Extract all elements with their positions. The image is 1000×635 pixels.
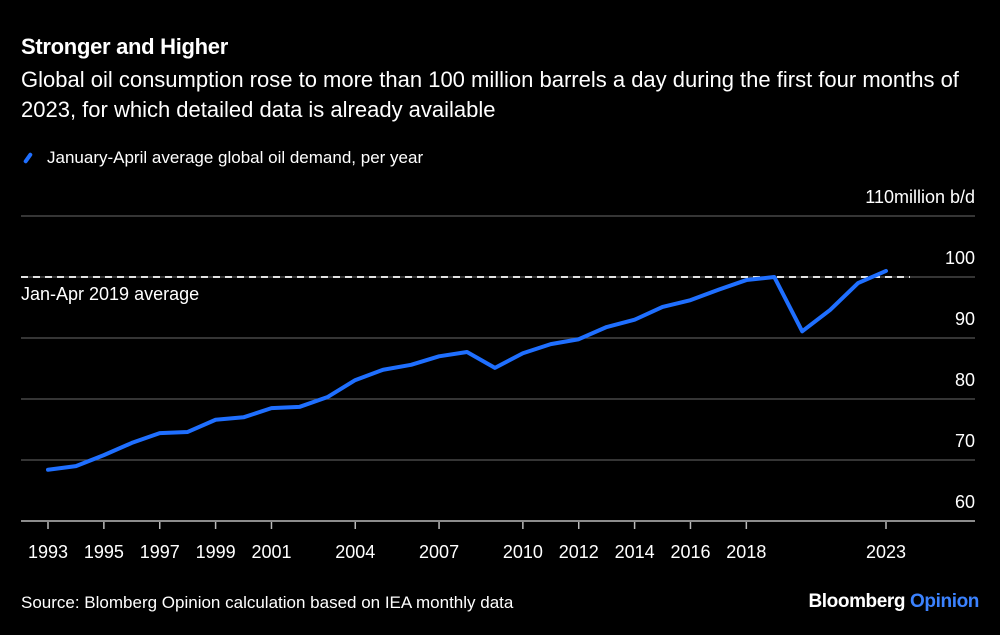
x-tick-label: 2018	[726, 542, 766, 562]
x-tick-label: 1999	[196, 542, 236, 562]
y-tick-label: 110million b/d	[865, 187, 975, 207]
x-tick-label: 1995	[84, 542, 124, 562]
y-tick-label: 70	[955, 431, 975, 451]
legend: January-April average global oil demand,…	[22, 148, 423, 168]
x-tick-label: 2016	[670, 542, 710, 562]
y-tick-label: 100	[945, 248, 975, 268]
legend-label: January-April average global oil demand,…	[47, 148, 424, 167]
y-tick-label: 80	[955, 370, 975, 390]
x-tick-label: 1993	[28, 542, 68, 562]
x-tick-label: 2001	[251, 542, 291, 562]
chart-subtitle: Global oil consumption rose to more than…	[21, 67, 959, 122]
x-tick-label: 2004	[335, 542, 375, 562]
x-tick-label: 1997	[140, 542, 180, 562]
x-tick-label: 2023	[866, 542, 906, 562]
chart-title: Stronger and Higher	[21, 34, 228, 59]
x-tick-label: 2014	[615, 542, 655, 562]
x-tick-label: 2012	[559, 542, 599, 562]
reference-line-label: Jan-Apr 2019 average	[21, 284, 199, 304]
source-note: Source: Blomberg Opinion calculation bas…	[21, 593, 514, 612]
y-tick-label: 60	[955, 492, 975, 512]
y-tick-label: 90	[955, 309, 975, 329]
x-tick-label: 2010	[503, 542, 543, 562]
bloomberg-opinion-logo: Bloomberg Opinion	[808, 591, 979, 612]
x-tick-label: 2007	[419, 542, 459, 562]
